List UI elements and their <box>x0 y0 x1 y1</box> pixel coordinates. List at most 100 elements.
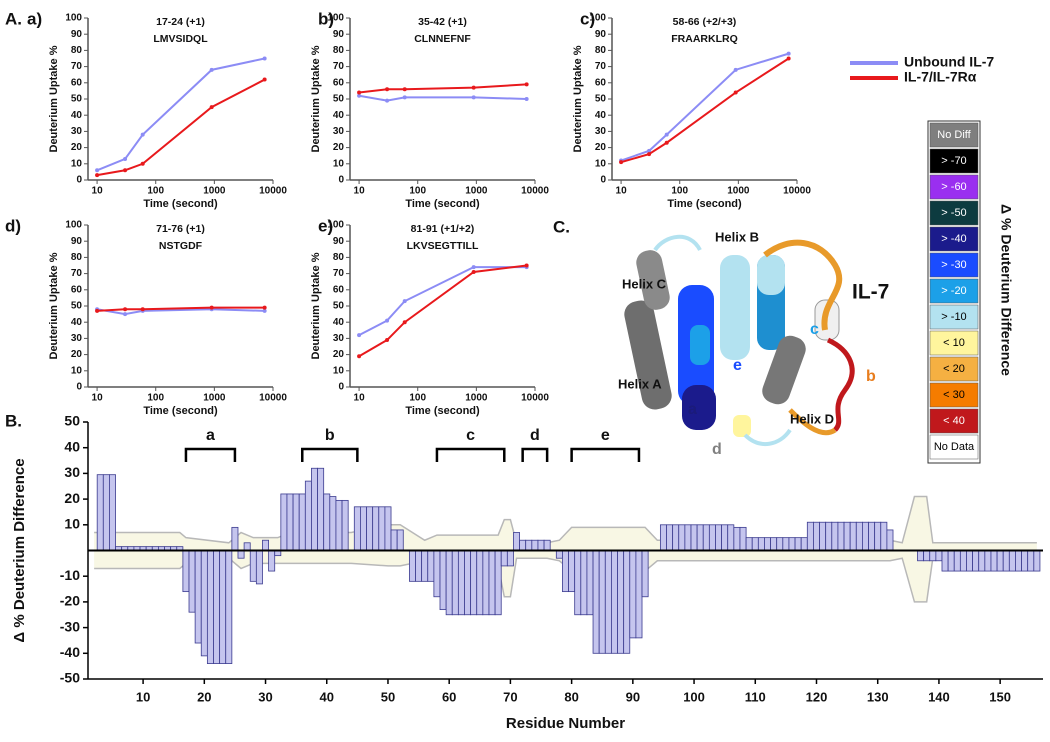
color-label: > -50 <box>941 207 966 219</box>
chart-subtitle: CLNNEFNF <box>414 33 471 45</box>
coil <box>653 234 702 252</box>
bar <box>513 532 520 551</box>
bar <box>360 506 367 551</box>
bar <box>476 550 484 616</box>
data-point <box>402 320 407 325</box>
bar <box>439 550 447 611</box>
bar <box>586 550 594 616</box>
x-tick-label: 110 <box>745 689 766 704</box>
bar <box>415 550 423 582</box>
y-tick-label: 50 <box>71 94 83 105</box>
bar <box>966 550 973 572</box>
bar <box>188 550 196 613</box>
bar <box>1027 550 1035 572</box>
data-point <box>262 308 267 313</box>
bar <box>702 524 710 551</box>
bar <box>672 524 680 551</box>
bar <box>592 550 600 654</box>
series-line <box>96 57 265 172</box>
x-axis-label: Time (second) <box>405 405 480 417</box>
y-tick-label: 60 <box>71 284 83 295</box>
data-point <box>123 168 128 173</box>
bar <box>739 526 747 551</box>
y-tick-label: -30 <box>60 618 80 634</box>
x-tick-label: 10 <box>92 393 104 404</box>
bar <box>206 550 214 664</box>
confidence-edge <box>94 495 1037 544</box>
x-axis-label: Time (second) <box>405 198 480 210</box>
data-point <box>357 354 362 359</box>
bar <box>531 539 539 551</box>
structure-label: b <box>866 368 876 385</box>
chart-title: 17-24 (+1) <box>156 16 205 28</box>
y-tick-label: 80 <box>333 252 345 263</box>
data-point <box>209 105 214 110</box>
structure-title: IL-7 <box>852 281 889 304</box>
bar <box>843 521 851 551</box>
color-swatch <box>929 434 979 460</box>
y-tick-label: 50 <box>64 413 80 429</box>
data-point <box>524 263 529 268</box>
x-tick-label: 20 <box>197 689 211 704</box>
bar <box>819 521 827 551</box>
data-point <box>402 95 407 100</box>
x-tick-label: 100 <box>683 689 705 704</box>
data-point <box>95 173 100 178</box>
color-label: > -40 <box>941 233 966 245</box>
data-point <box>385 318 390 323</box>
panel-label: A. <box>5 9 22 28</box>
y-tick-label: -20 <box>60 593 80 609</box>
bar <box>1021 550 1029 572</box>
color-label: < 40 <box>943 415 965 427</box>
bar <box>800 537 808 551</box>
x-tick-label: 100 <box>147 186 164 197</box>
color-label: > -60 <box>941 181 966 193</box>
y-tick-label: 50 <box>333 301 345 312</box>
color-swatch <box>929 148 979 174</box>
bar <box>684 524 692 551</box>
structure-label: Helix C <box>622 276 667 291</box>
bar <box>806 521 814 551</box>
x-tick-label: 10000 <box>259 393 287 404</box>
panel-label: C. <box>553 217 570 236</box>
bar <box>323 493 331 551</box>
x-tick-label: 10000 <box>521 186 549 197</box>
data-point <box>140 161 145 166</box>
y-tick-label: 10 <box>71 158 83 169</box>
x-tick-label: 140 <box>928 689 950 704</box>
y-tick-label: 0 <box>600 175 606 186</box>
bar <box>488 550 496 616</box>
y-tick-label: -10 <box>60 567 80 583</box>
color-swatch <box>929 382 979 408</box>
helix <box>733 415 751 437</box>
helix <box>682 385 716 430</box>
color-swatch <box>929 122 979 148</box>
bar <box>500 550 508 567</box>
bar <box>470 550 478 616</box>
y-axis-label: Deuterium Uptake % <box>572 45 584 152</box>
bar <box>213 550 221 664</box>
data-point <box>664 140 669 145</box>
y-tick-label: 30 <box>333 333 345 344</box>
y-tick-label: 30 <box>71 126 83 137</box>
y-tick-label: 40 <box>71 110 83 121</box>
bar <box>874 521 882 551</box>
bar <box>219 550 227 664</box>
data-point <box>385 87 390 92</box>
data-point <box>524 97 529 101</box>
x-tick-label: 1000 <box>203 186 226 197</box>
bar <box>659 524 667 551</box>
color-swatch <box>929 304 979 330</box>
bar <box>464 550 472 616</box>
bar <box>519 539 527 551</box>
chart-title: 71-76 (+1) <box>156 223 205 235</box>
bar <box>525 539 533 551</box>
y-tick-label: 100 <box>65 13 82 24</box>
bar <box>102 474 110 551</box>
bar <box>506 550 514 567</box>
y-tick-label: 50 <box>595 94 607 105</box>
panel-label: B. <box>5 411 22 430</box>
bar <box>770 537 778 551</box>
bar <box>855 521 863 551</box>
data-point <box>385 338 390 343</box>
